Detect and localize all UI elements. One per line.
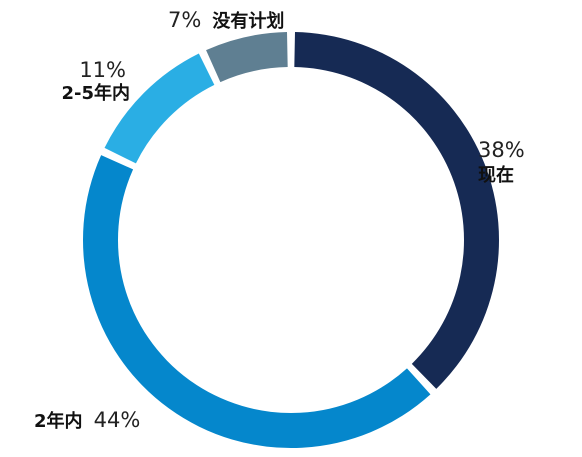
donut-slice-0	[294, 32, 499, 389]
donut-slice-2	[104, 53, 215, 164]
label-no-plan-value: 7%	[168, 8, 202, 32]
label-2yr: 2年内 44%	[34, 408, 140, 433]
label-no-plan-name: 没有计划	[212, 11, 285, 32]
label-2to5yr: 11% 2-5年内	[40, 58, 158, 105]
label-2to5yr-name: 2-5年内	[61, 83, 130, 105]
donut-slice-3	[206, 32, 288, 83]
label-2yr-name: 2年内	[34, 411, 83, 432]
donut-slice-1	[83, 155, 431, 449]
label-2to5yr-value: 11%	[79, 58, 126, 82]
label-no-plan: 7% 没有计划	[168, 8, 284, 33]
label-now: 38% 现在	[478, 138, 525, 187]
label-now-name: 现在	[478, 165, 514, 187]
label-now-value: 38%	[478, 138, 525, 162]
label-2yr-value: 44%	[93, 408, 141, 432]
